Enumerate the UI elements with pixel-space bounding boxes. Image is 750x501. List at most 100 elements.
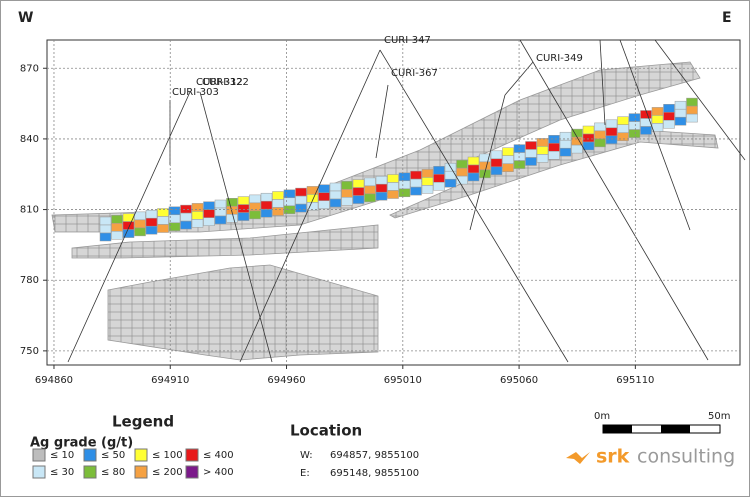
grade-cell [157, 216, 169, 225]
grade-cell [582, 133, 595, 143]
grade-cell [306, 202, 319, 211]
drillhole-label: CURI-322 [202, 77, 249, 88]
grade-cell [387, 174, 399, 183]
grade-cell [272, 199, 284, 208]
drill-trace [504, 61, 534, 96]
scale-start: 0m [594, 411, 610, 422]
drillhole-label: CURI-347 [384, 35, 431, 46]
grade-cell [295, 195, 307, 205]
grade-cell [479, 161, 491, 171]
grade-cell [364, 185, 376, 195]
grade-cell [341, 197, 353, 206]
y-tick-label: 750 [20, 346, 39, 357]
grade-cell [134, 211, 146, 221]
drill-trace [519, 39, 709, 361]
grade-cell [203, 217, 215, 226]
y-tick-label: 840 [20, 134, 39, 145]
legend-label: ≤ 10 [50, 450, 74, 461]
x-tick-label: 694960 [267, 375, 305, 386]
x-tick-label: 695060 [500, 375, 538, 386]
logo-word: consulting [637, 446, 735, 468]
grade-cell [203, 201, 215, 210]
grade-cell [617, 132, 629, 141]
grade-cell [594, 130, 606, 140]
grade-cell [525, 141, 537, 150]
legend-swatch [83, 465, 97, 479]
grade-cell [260, 208, 273, 218]
grade-cell [398, 172, 411, 182]
grade-cell [571, 144, 583, 154]
grade-cell [272, 191, 284, 200]
grade-cell [99, 224, 112, 234]
grade-cell [605, 127, 618, 137]
grade-cell [640, 126, 652, 135]
grade-cell [582, 125, 595, 135]
block-zone [107, 264, 379, 361]
drillhole-label: CURI-303 [172, 87, 219, 98]
grade-cell [191, 203, 204, 212]
grade-cell [364, 177, 376, 187]
location-key: E: [300, 468, 310, 479]
grade-cell [525, 157, 537, 166]
grade-cell [582, 141, 595, 151]
grade-cell [249, 194, 261, 204]
grade-cell [283, 197, 296, 207]
drillhole-label: CURI-349 [536, 53, 583, 64]
grade-cell [628, 129, 641, 138]
grade-cell [237, 204, 250, 213]
location-title: Location [290, 422, 362, 440]
grade-cell [375, 191, 388, 201]
grade-cell [352, 195, 365, 204]
grade-cell [490, 150, 503, 160]
grade-cell [548, 151, 560, 160]
grade-cell [180, 220, 192, 230]
grade-cell [375, 175, 388, 185]
x-tick-label: 695110 [616, 375, 654, 386]
legend-label: ≤ 50 [101, 450, 125, 461]
drill-trace [469, 94, 506, 231]
drill-trace [619, 39, 691, 231]
drill-trace [379, 49, 569, 363]
legend-subtitle: Ag grade (g/t) [30, 436, 133, 451]
grade-cell [628, 113, 641, 122]
grade-cell [191, 219, 204, 228]
grade-cell [145, 209, 158, 219]
grade-cell [502, 163, 514, 172]
grade-cell [398, 188, 411, 198]
grade-cell [605, 119, 618, 129]
logo-mark: srk [596, 446, 630, 468]
grade-cell [525, 149, 537, 158]
scale-end: 50m [708, 411, 730, 422]
legend: ≤ 10 ≤ 30 ≤ 50 ≤ 80 ≤ 100 ≤ 200 ≤ 400 > 400 [32, 448, 234, 479]
grade-cell [674, 116, 687, 126]
grade-cell [145, 217, 158, 227]
grade-cell [329, 198, 342, 208]
grade-cell [249, 210, 261, 220]
legend-label: > 400 [203, 467, 234, 478]
grade-cell [191, 211, 204, 220]
drillhole-label: CURI-367 [391, 68, 438, 79]
y-tick-label: 780 [20, 275, 39, 286]
grade-cell [548, 135, 560, 144]
grade-cell [410, 186, 422, 196]
grade-cell [433, 166, 445, 175]
grade-cell [329, 190, 342, 200]
grade-cell [352, 187, 365, 196]
grade-cell [387, 190, 399, 199]
grade-cell [559, 147, 572, 157]
drillholes [67, 39, 746, 363]
grade-cell [594, 122, 606, 132]
legend-swatch [83, 448, 97, 462]
grade-cell [111, 215, 123, 224]
grade-cell [421, 169, 434, 178]
grade-cell [180, 212, 192, 222]
grade-cell [444, 178, 457, 188]
grade-cell [341, 189, 353, 198]
grade-cell [513, 152, 526, 161]
y-tick-label: 810 [20, 205, 39, 216]
grade-cell [456, 175, 468, 185]
west-label: W [18, 10, 33, 26]
legend-label: ≤ 200 [152, 467, 183, 478]
grade-cell [318, 192, 330, 201]
